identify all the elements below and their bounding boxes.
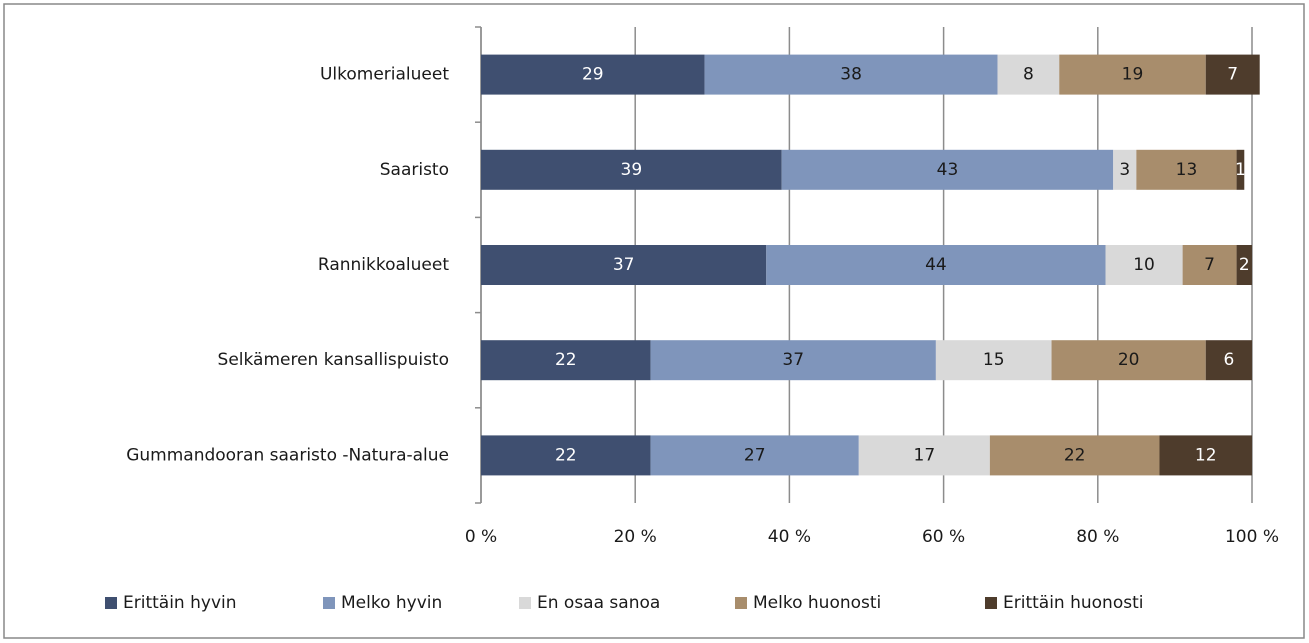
data-label: 20 (1118, 350, 1140, 370)
legend-swatch (323, 597, 335, 609)
data-label: 22 (555, 350, 577, 370)
legend-swatch (519, 597, 531, 609)
data-label: 1 (1235, 160, 1246, 180)
bar-segment (1182, 245, 1237, 285)
bar-segment (1205, 340, 1252, 381)
data-label: 6 (1223, 350, 1234, 370)
bar-segment (650, 435, 859, 476)
data-label: 29 (582, 65, 604, 85)
legend-label: Melko hyvin (341, 593, 442, 613)
data-label: 37 (613, 255, 635, 275)
data-label: 3 (1119, 160, 1130, 180)
data-label: 44 (925, 255, 947, 275)
data-label: 2 (1239, 255, 1250, 275)
data-label: 22 (555, 445, 577, 465)
y-tick-label: Ulkomerialueet (320, 65, 449, 85)
legend-label: Erittäin huonosti (1003, 593, 1143, 613)
data-label: 17 (914, 445, 936, 465)
y-tick-label: Saaristo (380, 160, 449, 180)
y-tick-label: Selkämeren kansallispuisto (218, 350, 449, 370)
legend-label: Erittäin hyvin (123, 593, 237, 613)
data-label: 7 (1227, 65, 1238, 85)
x-tick-label: 60 % (922, 527, 965, 547)
data-label: 15 (983, 350, 1005, 370)
bar-segment (481, 54, 705, 95)
bar-segment (481, 149, 782, 190)
x-tick-label: 0 % (465, 527, 497, 547)
y-tick-label: Rannikkoalueet (318, 255, 449, 275)
bar-segment (858, 435, 990, 476)
y-tick-label: Gummandooran saaristo -Natura-alue (126, 445, 449, 465)
bar-segment (1059, 54, 1206, 95)
data-label: 38 (840, 65, 862, 85)
bar-segment (989, 435, 1160, 476)
bar-segment (650, 340, 936, 381)
data-label: 39 (621, 160, 643, 180)
bar-segment (1205, 54, 1260, 95)
bar-segment (1113, 149, 1137, 190)
x-tick-label: 20 % (614, 527, 657, 547)
bar-segment (997, 54, 1060, 95)
data-label: 27 (744, 445, 766, 465)
bar-segment (935, 340, 1052, 381)
bar-segment (766, 245, 1106, 285)
data-label: 7 (1204, 255, 1215, 275)
bar-segment (481, 340, 651, 381)
data-label: 8 (1023, 65, 1034, 85)
bar-segment (704, 54, 998, 95)
bar-segment (1236, 245, 1252, 285)
bar-segment (781, 149, 1114, 190)
data-label: 22 (1064, 445, 1086, 465)
data-label: 12 (1195, 445, 1217, 465)
bar-segment (1051, 340, 1206, 381)
legend-swatch (985, 597, 997, 609)
legend-swatch (735, 597, 747, 609)
bar-segment (1136, 149, 1237, 190)
data-label: 37 (782, 350, 804, 370)
bar-segment (481, 435, 651, 476)
bar-segment (1159, 435, 1252, 476)
x-tick-label: 100 % (1225, 527, 1279, 547)
data-label: 10 (1133, 255, 1155, 275)
data-label: 19 (1122, 65, 1144, 85)
x-tick-label: 80 % (1076, 527, 1119, 547)
legend-label: Melko huonosti (753, 593, 881, 613)
chart-frame (3, 3, 1305, 639)
bar-segment (481, 245, 767, 285)
data-label: 13 (1176, 160, 1198, 180)
bar-segment (1105, 245, 1183, 285)
legend-swatch (105, 597, 117, 609)
legend-label: En osaa sanoa (537, 593, 660, 613)
x-tick-label: 40 % (768, 527, 811, 547)
data-label: 43 (937, 160, 959, 180)
bar-segment (1236, 149, 1245, 190)
